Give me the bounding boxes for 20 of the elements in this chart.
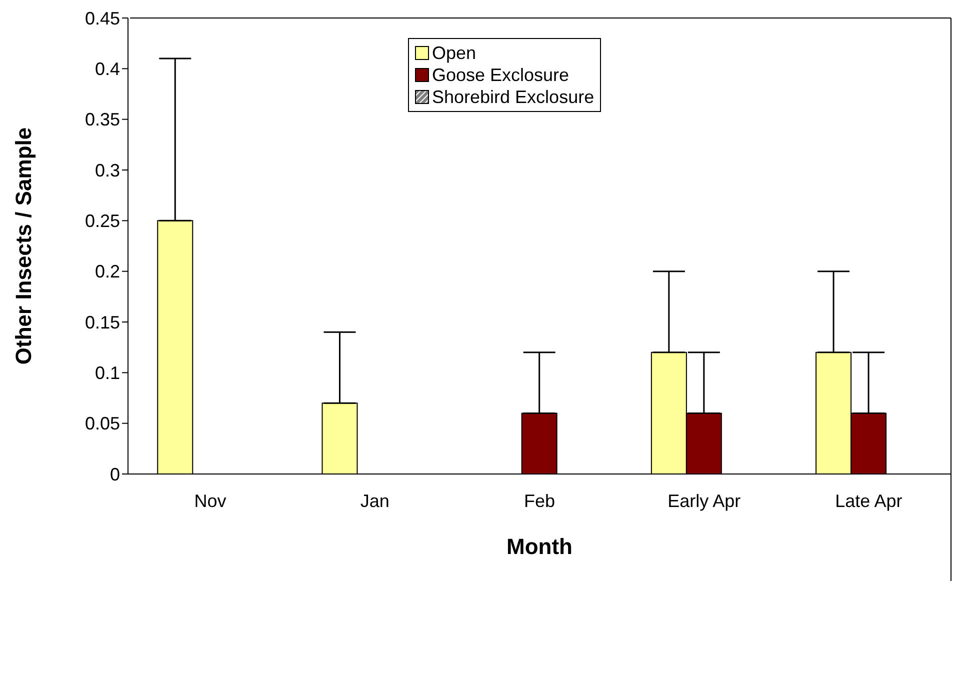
y-tick-label: 0 [110,464,120,484]
x-tick-label: Nov [194,490,226,511]
legend-label: Shorebird Exclosure [432,86,594,108]
y-tick-label: 0.1 [94,363,120,384]
y-tick-label: 0.05 [84,414,120,434]
y-tick-label: 0.15 [84,312,120,332]
x-tick-label: Jan [360,490,390,511]
legend-label: Goose Exclosure [432,64,570,86]
y-tick-label: 0.45 [84,8,120,28]
y-tick-label: 0.4 [94,59,120,80]
x-tick-label: Early Apr [668,490,741,511]
y-axis-title: Other Insects / Sample [10,127,36,365]
y-tick-label: 0.25 [84,211,120,232]
y-tick-label: 0.35 [84,110,120,130]
x-tick-label: Feb [524,490,556,511]
legend-label: Open [432,42,476,64]
y-tick-label: 0.3 [94,160,120,180]
x-axis-title: Month [506,534,572,559]
x-tick-label: Late Apr [835,490,902,511]
y-tick-label: 0.2 [94,262,120,282]
